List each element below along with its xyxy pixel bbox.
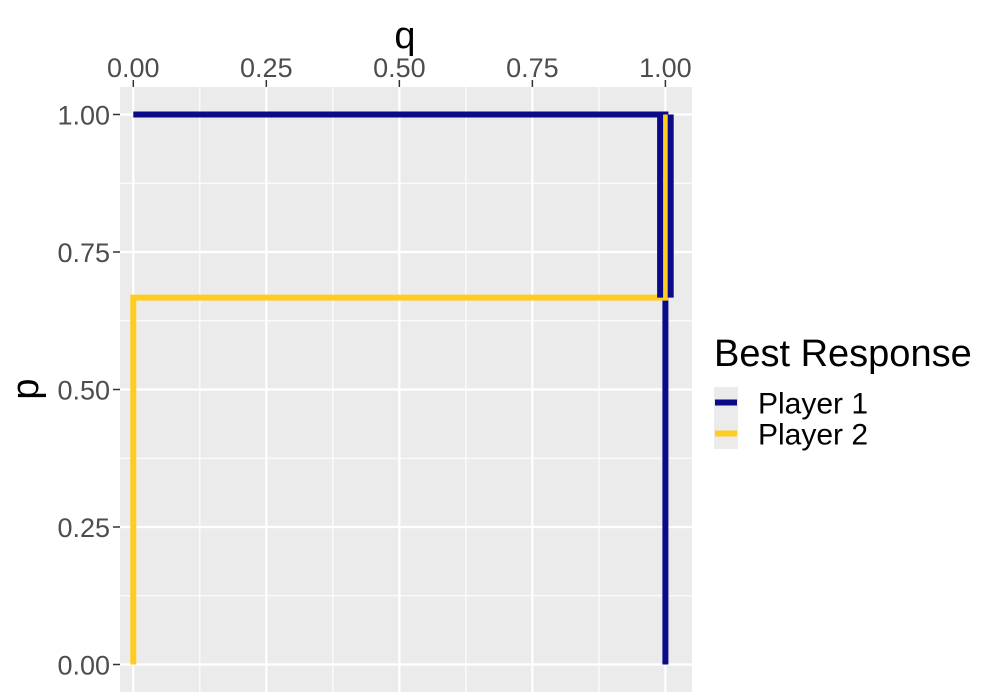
y-tick-label: 0.25 (57, 513, 110, 543)
axes-layer: 0.00 0.25 0.50 0.75 1.00 0.00 0.25 0.50 0.75 1.00 (57, 53, 691, 681)
x-tick-label: 0.75 (506, 53, 559, 83)
legend-label: Player 1 (758, 388, 868, 421)
x-tick-label: 1.00 (639, 53, 692, 83)
series-line-player-2 (130, 114, 669, 665)
y-tick-label: 0.75 (57, 238, 110, 268)
y-tick-label: 0.50 (57, 376, 110, 406)
y-tick-label: 1.00 (57, 101, 110, 131)
legend-label: Player 2 (758, 419, 868, 452)
legend-title: Best Response (714, 333, 972, 375)
series-layer (130, 111, 674, 665)
x-tick-label: 0.00 (107, 53, 160, 83)
y-axis-title: p (5, 378, 47, 399)
x-axis-title: q (394, 15, 415, 57)
y-tick-label: 0.00 (57, 651, 110, 681)
x-tick-label: 0.25 (240, 53, 293, 83)
x-tick-label: 0.50 (373, 53, 426, 83)
